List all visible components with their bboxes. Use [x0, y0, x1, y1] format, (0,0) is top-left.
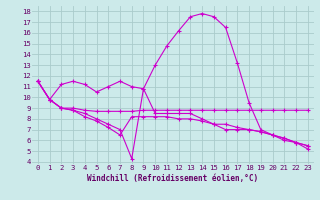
X-axis label: Windchill (Refroidissement éolien,°C): Windchill (Refroidissement éolien,°C) — [87, 174, 258, 183]
